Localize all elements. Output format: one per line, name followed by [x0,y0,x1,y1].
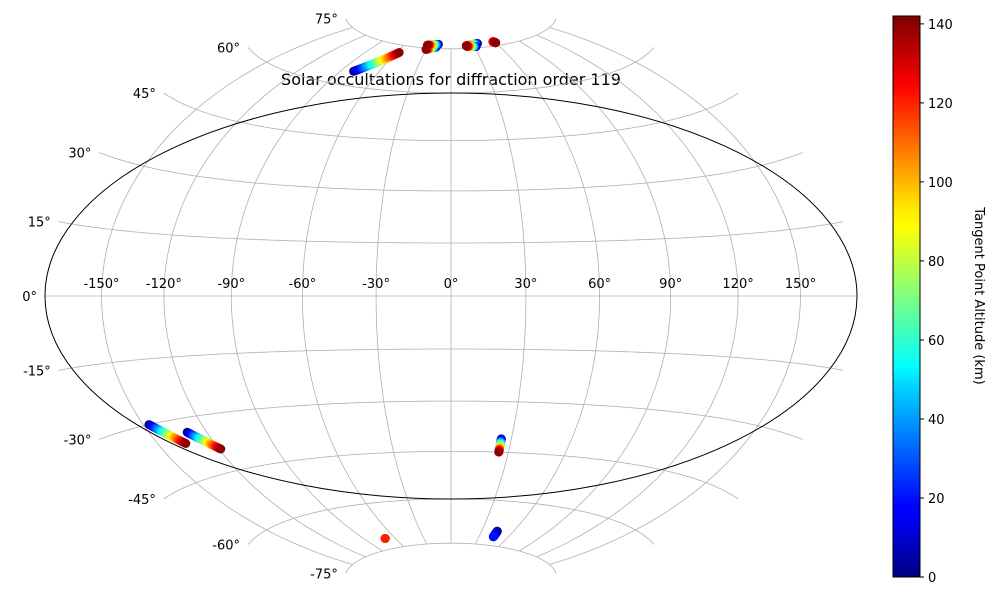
longitude-tick-labels: -150° -120° -90° -60° -30° 0° 30° 60° 90° 120° 150… [83,277,816,292]
latitude-tick-label: 30° [68,147,91,162]
longitude-tick-label: 0° [444,277,459,292]
longitude-tick-label: 120° [722,277,753,292]
colorbar-tick-label: 40 [928,413,945,428]
longitude-tick-label: 30° [514,277,537,292]
occultation-point [462,41,471,51]
latitude-tick-label: -45° [128,493,156,508]
longitude-gridline [519,40,672,552]
longitude-gridline [230,40,383,552]
latitude-tick-label: -75° [310,567,338,582]
longitude-tick-label: 150° [785,277,816,292]
longitude-tick-label: -150° [83,277,119,292]
colorbar-ticks: 0 20 40 60 80 100 120 140 [920,18,953,586]
colorbar-tick-label: 100 [928,176,953,191]
longitude-gridline [375,47,428,545]
colorbar-label: Tangent Point Altitude (km) [971,206,986,384]
colorbar-tick-label: 120 [928,97,953,112]
longitude-tick-label: -90° [217,277,245,292]
latitude-tick-label: 15° [28,216,51,231]
longitude-tick-label: -120° [146,277,182,292]
occultation-point [422,40,432,50]
longitude-gridline [101,27,353,565]
graticule-grid [45,18,857,574]
longitude-gridline [163,34,366,558]
colorbar-tick-label: 80 [928,255,945,270]
occultation-point [494,447,504,457]
longitude-tick-label: -60° [289,277,317,292]
colorbar: 0 20 40 60 80 100 120 140 Tangent Point Altitud… [892,15,986,586]
colorbar-tick-label: 60 [928,334,945,349]
longitude-gridline [536,34,739,558]
occultation-point [394,48,404,57]
colorbar-gradient [892,15,921,578]
latitude-tick-label: -30° [64,434,92,449]
latitude-tick-label: 60° [217,41,240,56]
colorbar-tick-label: 0 [928,571,936,586]
occultation-point [181,439,191,448]
latitude-tick-labels: 75° 60° 45° 30° 15° 0° -15° -30° -45° -60° -75° [22,13,338,583]
longitude-tick-label: 60° [588,277,611,292]
occultation-point [380,534,390,543]
latitude-tick-label: -15° [23,364,51,379]
longitude-gridline [549,27,801,565]
latitude-tick-label: 75° [315,13,338,28]
occultation-point [216,444,226,454]
latitude-tick-label: -60° [212,539,240,554]
longitude-tick-label: -30° [362,277,390,292]
colorbar-tick-label: 140 [928,18,953,33]
latitude-tick-label: 0° [22,290,37,305]
longitude-tick-label: 90° [659,277,682,292]
colorbar-tick-label: 20 [928,492,945,507]
longitude-gridline [498,45,600,547]
occultation-point [491,38,501,48]
longitude-gridline [301,45,404,547]
map-boundary [44,92,858,500]
occultation-points [144,37,506,543]
latitude-tick-label: 45° [133,87,156,102]
occultation-point [488,532,498,542]
longitude-gridline [474,47,527,545]
